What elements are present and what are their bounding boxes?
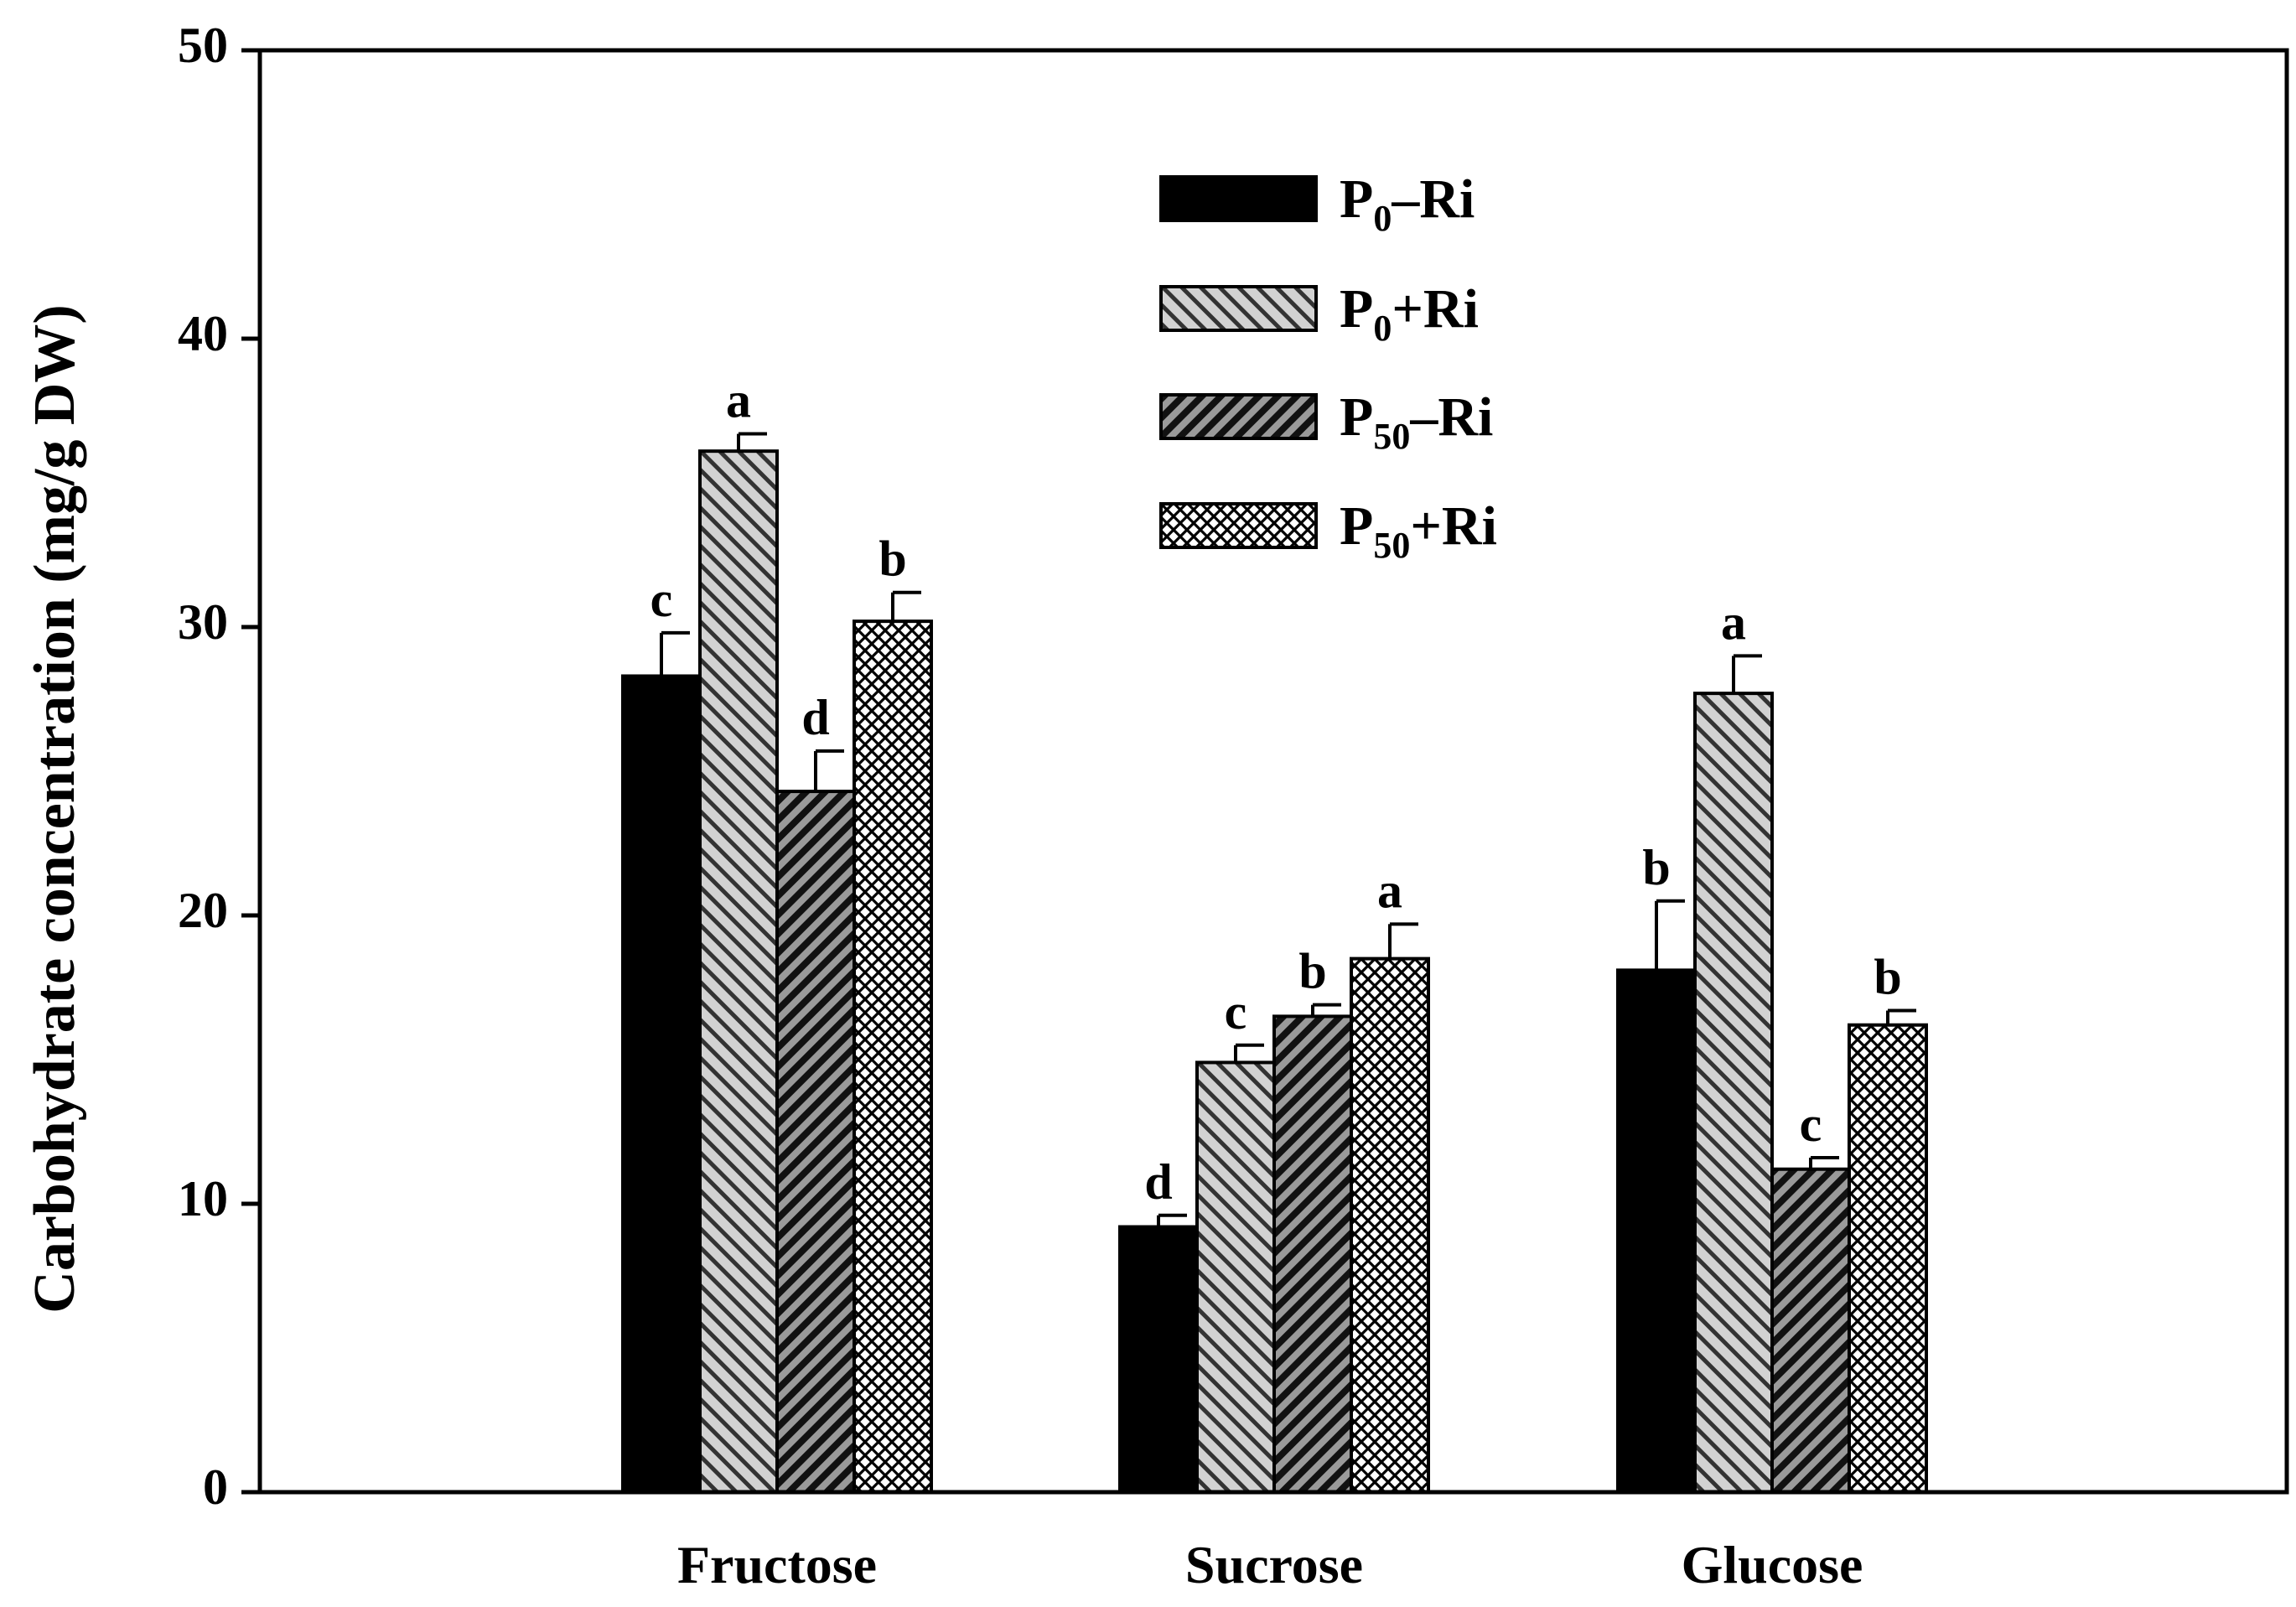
- y-axis-title-group: Carbohydrate concentration (mg/g DW): [23, 304, 87, 1313]
- significance-letter: b: [1874, 950, 1901, 1005]
- significance-letter: d: [801, 690, 829, 745]
- legend-label: P0+Ri: [1340, 278, 1479, 349]
- y-tick-label: 50: [178, 18, 228, 73]
- legend-label-suffix: –Ri: [1391, 168, 1475, 230]
- significance-letter: a: [1721, 594, 1746, 650]
- category-label: Glucose: [1682, 1535, 1863, 1594]
- bar: [1350, 956, 1430, 1494]
- bar: [698, 449, 779, 1494]
- bar: [1195, 1060, 1276, 1494]
- bar: [1616, 968, 1697, 1494]
- y-tick-label: 0: [203, 1459, 228, 1515]
- significance-letter: c: [650, 572, 673, 627]
- legend-label-base: P: [1340, 495, 1373, 557]
- y-tick-label: 40: [178, 306, 228, 361]
- legend-swatch: [1159, 285, 1318, 332]
- significance-letter: d: [1144, 1154, 1172, 1210]
- significance-letter: a: [1377, 863, 1402, 918]
- legend-label-suffix: +Ri: [1410, 495, 1497, 557]
- significance-letter: b: [878, 531, 906, 587]
- legend-label-subscript: 50: [1373, 416, 1410, 457]
- y-axis-ticks: 0 10 20 30 40 50: [178, 18, 260, 1515]
- bar: [775, 790, 856, 1494]
- significance-letter: c: [1800, 1096, 1822, 1152]
- legend-label: P50–Ri: [1340, 386, 1493, 457]
- category-label: Fructose: [677, 1535, 877, 1594]
- y-tick-label: 10: [178, 1171, 228, 1226]
- legend-label-base: P: [1340, 278, 1373, 340]
- bar: [1693, 692, 1774, 1494]
- bar: [621, 674, 702, 1494]
- bar: [1118, 1225, 1199, 1495]
- bar: [1770, 1167, 1851, 1494]
- y-axis-title: Carbohydrate concentration (mg/g DW): [23, 304, 87, 1313]
- significance-letter: a: [726, 373, 751, 428]
- legend-swatch: [1159, 393, 1318, 440]
- legend-label-base: P: [1340, 168, 1373, 230]
- legend-label-subscript: 0: [1373, 198, 1392, 239]
- category-labels: Fructose Sucrose Glucose: [677, 1535, 1863, 1594]
- legend-swatch: [1159, 175, 1318, 222]
- significance-letter: c: [1225, 984, 1247, 1039]
- plot-frame: [257, 48, 2289, 1495]
- legend-label: P0–Ri: [1340, 168, 1475, 239]
- y-tick-label: 20: [178, 883, 228, 938]
- legend-label-subscript: 0: [1373, 308, 1392, 349]
- legend-label-suffix: –Ri: [1409, 386, 1493, 448]
- bar: [853, 619, 933, 1494]
- significance-letter: b: [1298, 944, 1326, 999]
- bar: [1272, 1014, 1353, 1494]
- legend-label: P50+Ri: [1340, 495, 1497, 566]
- bar: [1848, 1023, 1928, 1494]
- significance-letter: b: [1642, 840, 1670, 895]
- legend-swatch: [1159, 502, 1318, 549]
- legend-label-subscript: 50: [1373, 525, 1410, 566]
- category-label: Sucrose: [1185, 1535, 1363, 1594]
- legend-label-base: P: [1340, 386, 1373, 448]
- legend-label-suffix: +Ri: [1392, 278, 1479, 340]
- y-tick-label: 30: [178, 594, 228, 650]
